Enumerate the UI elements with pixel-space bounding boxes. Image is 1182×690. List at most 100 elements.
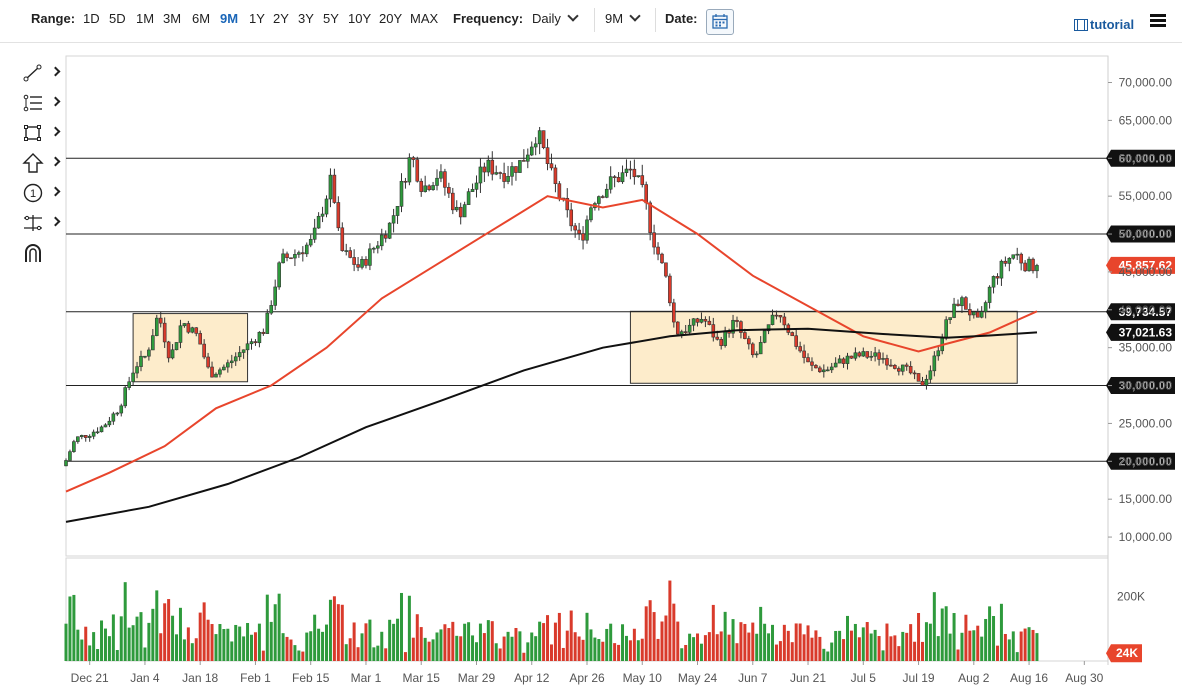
volume-bar (988, 606, 992, 661)
volume-bar (159, 633, 163, 661)
range-button-20y[interactable]: 20Y (379, 11, 403, 26)
candle-body (372, 247, 376, 250)
candle-body (790, 332, 795, 337)
range-button-2y[interactable]: 2Y (273, 11, 289, 26)
volume-bar (964, 614, 968, 661)
range-button-6m[interactable]: 6M (192, 11, 211, 26)
candle-body (699, 319, 704, 323)
candle-body (794, 335, 798, 347)
candle-body (289, 257, 293, 260)
candle-body (675, 321, 680, 335)
candle-body (975, 311, 980, 318)
candle-body (707, 320, 712, 325)
candle-body (435, 177, 439, 186)
candle-body (229, 360, 234, 364)
volume-bar (502, 636, 506, 661)
volume-bar (814, 630, 818, 661)
rectangle-tool[interactable] (22, 122, 62, 144)
volume-bar (605, 628, 609, 661)
volume-bar (368, 619, 372, 661)
volume-bar (573, 632, 577, 661)
candle-body (403, 180, 408, 183)
frequency-dropdown[interactable]: Daily (532, 10, 579, 26)
tutorial-link[interactable]: tutorial (1074, 17, 1134, 32)
volume-bar (253, 632, 257, 661)
y-tick-label: 45,000.00 (1119, 265, 1173, 279)
candle-body (747, 338, 751, 345)
volume-bar (980, 636, 984, 661)
volume-bar (494, 643, 498, 661)
volume-bar (802, 634, 806, 661)
candle-body (525, 154, 530, 162)
magnet-tool[interactable] (22, 242, 62, 264)
candle-body (431, 185, 435, 191)
volume-bar (668, 580, 672, 661)
y-tick-label: 65,000.00 (1119, 113, 1173, 127)
volume-bar (692, 637, 696, 661)
period-dropdown[interactable]: 9M (605, 10, 641, 26)
volume-bar (557, 612, 561, 661)
volume-bar (956, 649, 960, 661)
candle-body (304, 244, 309, 255)
number-marker-tool[interactable]: 1 (22, 182, 62, 204)
arrow-tool[interactable] (22, 152, 62, 174)
candle-body (482, 166, 487, 173)
candle-body (139, 355, 143, 367)
volume-bar (151, 608, 155, 661)
range-button-1d[interactable]: 1D (83, 11, 100, 26)
y-tick-label: 25,000.00 (1119, 416, 1173, 430)
volume-bar (234, 624, 238, 661)
candle-body (537, 130, 542, 145)
candle-body (261, 331, 266, 334)
range-button-3y[interactable]: 3Y (298, 11, 314, 26)
volume-bar (609, 623, 613, 661)
volume-bar (920, 641, 924, 661)
candle-body (87, 435, 92, 438)
candle-body (770, 314, 775, 325)
candle-body (936, 350, 941, 357)
volume-bar (459, 636, 463, 661)
candle-body (506, 175, 510, 182)
candle-body (202, 343, 206, 358)
date-picker-button[interactable] (706, 9, 734, 35)
volume-bar (960, 632, 964, 661)
volume-bar (913, 641, 917, 661)
range-button-max[interactable]: MAX (410, 11, 439, 26)
measure-tool-icon (24, 215, 42, 231)
hamburger-menu-icon[interactable] (1150, 14, 1166, 28)
candle-body (845, 355, 850, 364)
slow-ma-value-label: 37,021.63 (1119, 325, 1173, 339)
candle-body (861, 351, 866, 357)
volume-bar (92, 632, 96, 661)
range-button-1m[interactable]: 1M (136, 11, 155, 26)
volume-bar (431, 639, 435, 661)
candle-body (569, 209, 574, 227)
volume-bar (246, 622, 250, 661)
candle-body (1019, 253, 1023, 264)
volume-bar (984, 618, 988, 661)
volume-bar (463, 623, 467, 661)
candle-body (68, 451, 72, 461)
fibonacci-tool[interactable] (22, 92, 62, 114)
candle-body (328, 174, 333, 200)
volume-bar (506, 631, 510, 661)
current-price-label: 45,857.62 (1119, 258, 1173, 272)
candle-body (865, 351, 870, 358)
candle-body (557, 183, 562, 199)
price-chart[interactable]: 60,000.00 50,000.00 39,734.57 30,000.00 20,0… (0, 42, 1182, 690)
candle-body (889, 364, 893, 367)
measure-tool[interactable] (22, 212, 62, 234)
range-button-5d[interactable]: 5D (109, 11, 126, 26)
candle-body (754, 353, 759, 356)
range-button-3m[interactable]: 3M (163, 11, 182, 26)
range-button-10y[interactable]: 10Y (348, 11, 372, 26)
volume-bar (328, 599, 332, 661)
line-tool[interactable] (22, 62, 62, 84)
volume-bar (178, 607, 182, 661)
x-tick-label: Jul 5 (851, 671, 877, 685)
range-button-1y[interactable]: 1Y (249, 11, 265, 26)
volume-bar (549, 644, 553, 661)
volume-bar (72, 594, 76, 661)
range-button-9m[interactable]: 9M (220, 11, 239, 26)
range-button-5y[interactable]: 5Y (323, 11, 339, 26)
